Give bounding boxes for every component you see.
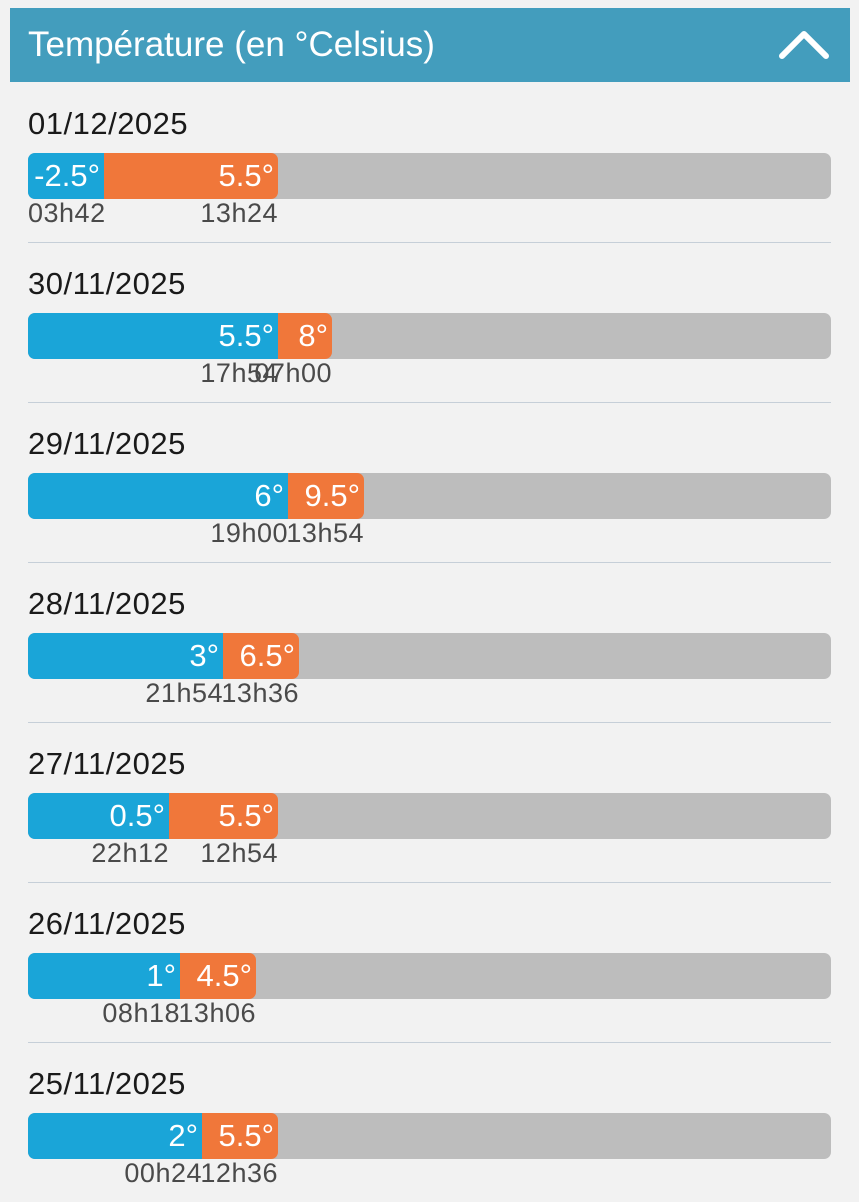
min-temperature-bar: 5.5°	[28, 313, 278, 359]
collapse-button[interactable]	[774, 20, 834, 70]
day-date: 30/11/2025	[28, 266, 186, 301]
row-divider	[28, 402, 831, 403]
row-divider	[28, 562, 831, 563]
min-temperature-bar: -2.5°	[28, 153, 104, 199]
day-date: 26/11/2025	[28, 906, 186, 941]
day-date: 28/11/2025	[28, 586, 186, 621]
day-row: 26/11/2025 1° 4.5° 08h18 13h06	[28, 882, 831, 1043]
max-temperature-time: 12h36	[200, 1158, 278, 1188]
max-temperature-bar: 5.5°	[202, 1113, 278, 1159]
temperature-range-track: 1° 4.5°	[28, 953, 831, 999]
temperature-range-track: 3° 6.5°	[28, 633, 831, 679]
temperature-range-track: -2.5° 5.5°	[28, 153, 831, 199]
row-divider	[28, 882, 831, 883]
min-temperature-time: 21h54	[145, 678, 223, 708]
day-row: 25/11/2025 2° 5.5° 00h24 12h36	[28, 1042, 831, 1202]
min-temperature-bar: 0.5°	[28, 793, 169, 839]
max-temperature-bar: 5.5°	[169, 793, 278, 839]
min-temperature-time: 08h18	[102, 998, 180, 1028]
min-temperature-time: 17h54	[200, 358, 278, 388]
max-temperature-time: 13h54	[286, 518, 364, 548]
min-temperature-time: 03h42	[28, 198, 106, 228]
min-temperature-time: 00h24	[124, 1158, 202, 1188]
max-temperature-bar: 9.5°	[288, 473, 364, 519]
max-temperature-bar: 6.5°	[223, 633, 299, 679]
day-row: 30/11/2025 5.5° 8° 17h54 07h00	[28, 242, 831, 403]
min-temperature-bar: 3°	[28, 633, 223, 679]
day-row: 29/11/2025 6° 9.5° 19h00 13h54	[28, 402, 831, 563]
min-temperature-time: 22h12	[91, 838, 169, 868]
row-divider	[28, 242, 831, 243]
max-temperature-time: 07h00	[254, 358, 332, 388]
temperature-range-track: 5.5° 8°	[28, 313, 831, 359]
min-temperature-bar: 6°	[28, 473, 288, 519]
max-temperature-bar: 4.5°	[180, 953, 256, 999]
min-temperature-bar: 1°	[28, 953, 180, 999]
max-temperature-bar: 5.5°	[104, 153, 278, 199]
temperature-panel-header[interactable]: Température (en °Celsius)	[10, 8, 850, 82]
temperature-range-track: 0.5° 5.5°	[28, 793, 831, 839]
row-divider	[28, 1042, 831, 1043]
chevron-up-icon	[779, 31, 829, 59]
day-date: 27/11/2025	[28, 746, 186, 781]
max-temperature-time: 12h54	[200, 838, 278, 868]
max-temperature-bar: 8°	[278, 313, 332, 359]
day-row: 27/11/2025 0.5° 5.5° 22h12 12h54	[28, 722, 831, 883]
day-row: 01/12/2025 -2.5° 5.5° 03h42 13h24	[28, 82, 831, 243]
min-temperature-time: 19h00	[210, 518, 288, 548]
day-date: 29/11/2025	[28, 426, 186, 461]
day-row: 28/11/2025 3° 6.5° 21h54 13h36	[28, 562, 831, 723]
temperature-range-track: 6° 9.5°	[28, 473, 831, 519]
row-divider	[28, 722, 831, 723]
max-temperature-time: 13h24	[200, 198, 278, 228]
panel-title: Température (en °Celsius)	[28, 25, 435, 64]
day-date: 01/12/2025	[28, 106, 189, 141]
max-temperature-time: 13h36	[221, 678, 299, 708]
max-temperature-time: 13h06	[178, 998, 256, 1028]
min-temperature-bar: 2°	[28, 1113, 202, 1159]
temperature-range-track: 2° 5.5°	[28, 1113, 831, 1159]
day-date: 25/11/2025	[28, 1066, 186, 1101]
